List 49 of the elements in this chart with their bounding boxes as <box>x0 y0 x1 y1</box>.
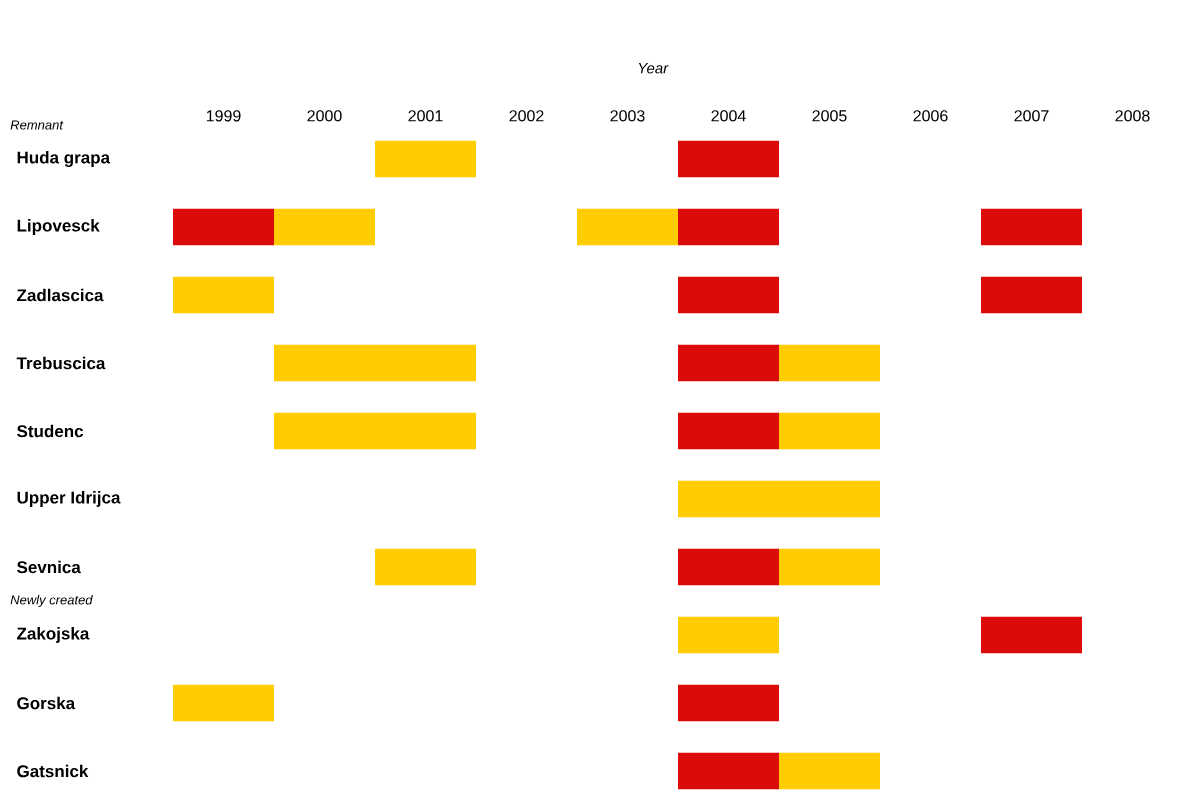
bar <box>678 140 780 178</box>
bar <box>981 208 1083 246</box>
bar <box>274 344 476 382</box>
bar <box>678 344 780 382</box>
y-tick-label: Gatsnick <box>17 764 89 778</box>
x-tick-label: 2006 <box>913 110 948 122</box>
bar <box>274 412 476 450</box>
x-tick-label: 2000 <box>307 110 342 122</box>
x-axis-title: Year <box>638 63 669 74</box>
x-tick-label: 2002 <box>509 110 544 122</box>
bar <box>779 344 881 382</box>
y-tick-label: Huda grapa <box>17 151 111 167</box>
bar <box>173 684 274 722</box>
y-tick-label: Zakojska <box>17 627 90 643</box>
bar <box>678 548 780 586</box>
y-tick-label: Lipovesck <box>17 219 100 235</box>
x-tick-label: 2005 <box>812 110 847 122</box>
bar <box>779 412 881 450</box>
x-tick-label: 2008 <box>1115 110 1150 122</box>
bar <box>981 616 1083 654</box>
x-tick-label: 2001 <box>408 110 443 122</box>
x-tick-label: 1999 <box>206 110 241 122</box>
y-tick-label: Studenc <box>17 424 84 438</box>
y-tick-label: Upper Idrijca <box>17 491 121 507</box>
bar <box>375 140 476 178</box>
bar <box>678 412 780 450</box>
y-tick-label: Sevnica <box>17 560 81 574</box>
bar <box>678 480 881 518</box>
text: Remnant <box>10 120 64 130</box>
bar <box>779 752 881 790</box>
x-tick-label: 2007 <box>1014 110 1049 122</box>
bar <box>678 752 780 790</box>
bar <box>678 208 780 246</box>
bar <box>779 548 881 586</box>
bar <box>678 616 780 654</box>
bar <box>173 276 274 314</box>
text: Newly created <box>10 594 93 608</box>
bar <box>981 276 1083 314</box>
bar <box>173 208 274 246</box>
x-tick-label: 2003 <box>610 110 645 122</box>
bar <box>678 684 780 722</box>
bar <box>577 208 678 246</box>
bar <box>678 276 780 314</box>
bar <box>375 548 476 586</box>
bar <box>274 208 375 246</box>
y-tick-label: Gorska <box>17 696 76 710</box>
y-tick-label: Zadlascica <box>17 288 104 302</box>
x-tick-label: 2004 <box>711 110 746 122</box>
y-tick-label: Trebuscica <box>16 356 106 370</box>
